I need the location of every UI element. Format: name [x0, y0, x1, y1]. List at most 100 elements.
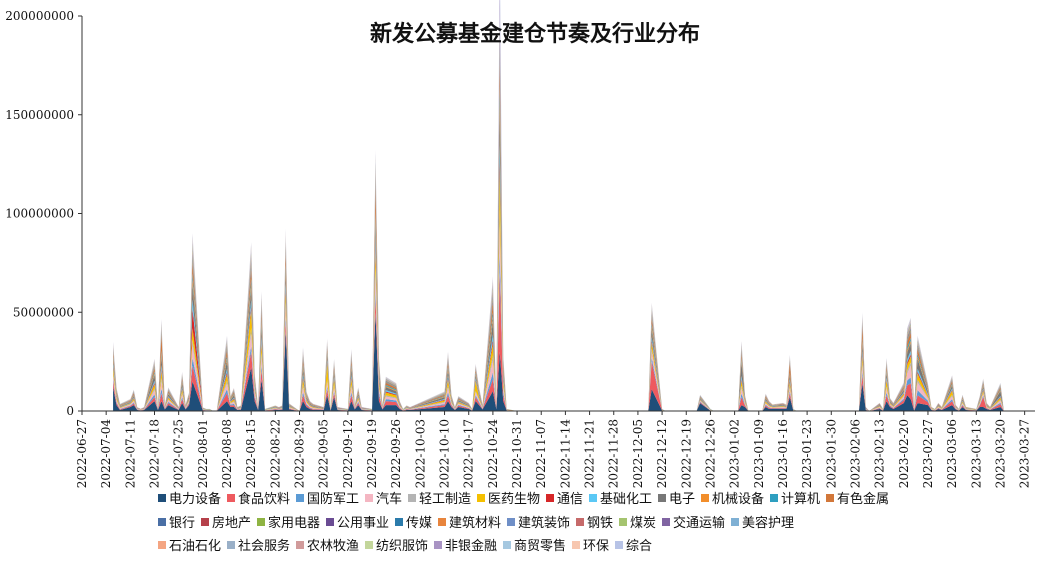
legend-label: 美容护理 [742, 515, 794, 531]
legend-swatch [826, 494, 834, 502]
legend-swatch [507, 518, 515, 526]
x-tick-label: 2023-03-13 [969, 419, 983, 488]
legend-swatch [296, 541, 304, 549]
legend-swatch [365, 494, 373, 502]
legend-swatch [326, 518, 334, 526]
x-tick-label: 2023-01-30 [824, 419, 838, 488]
x-tick-label: 2022-11-07 [534, 419, 548, 488]
legend-swatch [158, 494, 166, 502]
y-tick-label: 150000000 [5, 108, 74, 122]
x-tick-label: 2023-01-02 [728, 419, 742, 488]
legend-swatch [201, 518, 209, 526]
area-series-11 [113, 62, 1015, 412]
legend-swatch [395, 518, 403, 526]
x-tick-label: 2022-12-19 [679, 419, 693, 488]
x-tick-label: 2023-01-16 [776, 419, 790, 488]
x-tick-label: 2022-09-26 [389, 419, 403, 488]
x-tick-label: 2022-12-12 [655, 419, 669, 488]
x-tick-label: 2022-07-11 [123, 419, 137, 488]
legend-swatch [158, 541, 166, 549]
legend: 电力设备 食品饮料 国防军工 汽车 轻工制造 医药生物 通信 基础化工 电子 机械设备 计算机 有色金… [158, 491, 889, 554]
legend-label: 计算机 [781, 492, 820, 507]
x-tick-label: 2023-03-06 [945, 419, 959, 488]
legend-swatch [296, 494, 304, 502]
legend-swatch [662, 518, 670, 526]
legend-label: 石油石化 [169, 539, 221, 554]
y-tick-label: 100000000 [5, 207, 74, 221]
x-tick-label: 2022-09-19 [365, 419, 379, 488]
legend-swatch [589, 494, 597, 502]
legend-label: 电力设备 [169, 491, 221, 507]
x-tick-label: 2022-10-17 [462, 419, 476, 488]
chart-title: 新发公募基金建仓节奏及行业分布 [370, 21, 700, 47]
x-tick-label: 2022-10-10 [438, 419, 452, 488]
x-tick-label: 2022-12-26 [703, 419, 717, 488]
legend-label: 医药生物 [488, 492, 540, 507]
x-ticks: 2022-06-27 2022-07-04 2022-07-11 2022-07-18… [75, 411, 1032, 488]
legend-label: 房地产 [212, 515, 251, 531]
legend-swatch [257, 518, 265, 526]
x-tick-label: 2022-08-08 [220, 419, 234, 488]
x-tick-label: 2022-07-04 [99, 419, 113, 489]
legend-swatch [408, 494, 416, 502]
legend-label: 环保 [583, 539, 609, 554]
legend-label: 有色金属 [837, 491, 889, 507]
legend-swatch [503, 541, 511, 549]
legend-label: 公用事业 [337, 516, 389, 531]
legend-label: 国防军工 [307, 491, 359, 507]
x-tick-label: 2022-12-05 [631, 419, 645, 488]
legend-label: 轻工制造 [419, 492, 471, 507]
legend-swatch [434, 541, 442, 549]
legend-swatch [227, 494, 235, 502]
legend-label: 商贸零售 [514, 538, 566, 554]
area-series-layer [113, 0, 1015, 412]
legend-label: 交通运输 [673, 515, 725, 531]
legend-swatch [438, 518, 446, 526]
legend-label: 银行 [169, 516, 195, 531]
y-tick-label: 200000000 [5, 9, 74, 23]
x-tick-label: 2022-11-28 [607, 419, 621, 488]
x-tick-label: 2023-03-27 [1018, 419, 1032, 488]
legend-label: 机械设备 [712, 491, 764, 507]
legend-swatch [770, 494, 778, 502]
x-tick-label: 2022-07-18 [148, 419, 162, 488]
x-tick-label: 2022-08-29 [293, 419, 307, 488]
legend-label: 电子 [669, 492, 695, 507]
legend-swatch [158, 518, 166, 526]
x-tick-label: 2022-08-01 [196, 419, 210, 488]
legend-label: 农林牧渔 [307, 539, 359, 554]
x-tick-label: 2023-01-23 [800, 419, 814, 488]
legend-swatch [615, 541, 623, 549]
x-tick-label: 2022-08-22 [268, 419, 282, 488]
x-tick-label: 2023-02-06 [848, 419, 862, 488]
legend-swatch [619, 518, 627, 526]
legend-label: 通信 [557, 492, 583, 507]
x-tick-label: 2022-09-12 [341, 419, 355, 488]
area-series-8 [113, 110, 1015, 411]
legend-swatch [658, 494, 666, 502]
legend-label: 综合 [626, 539, 652, 554]
legend-label: 非银金融 [445, 538, 497, 554]
legend-swatch [731, 518, 739, 526]
legend-label: 家用电器 [268, 515, 320, 531]
x-tick-label: 2022-07-25 [172, 419, 186, 488]
x-tick-label: 2022-11-14 [558, 419, 572, 489]
legend-swatch [576, 518, 584, 526]
legend-label: 社会服务 [238, 538, 290, 554]
y-ticks: 0 50000000 100000000 150000000 200000000 [5, 9, 82, 418]
x-tick-label: 2022-06-27 [75, 419, 89, 488]
legend-swatch [227, 541, 235, 549]
x-tick-label: 2022-10-03 [413, 419, 427, 488]
legend-label: 传媒 [406, 516, 432, 531]
legend-label: 纺织服饰 [376, 539, 428, 554]
legend-swatch [365, 541, 373, 549]
legend-label: 钢铁 [587, 516, 613, 531]
legend-label: 汽车 [376, 491, 402, 507]
x-tick-label: 2023-02-20 [897, 419, 911, 488]
legend-swatch [701, 494, 709, 502]
legend-swatch [477, 494, 485, 502]
x-tick-label: 2022-09-05 [317, 419, 331, 488]
legend-swatch [572, 541, 580, 549]
x-tick-label: 2022-11-21 [583, 419, 597, 488]
